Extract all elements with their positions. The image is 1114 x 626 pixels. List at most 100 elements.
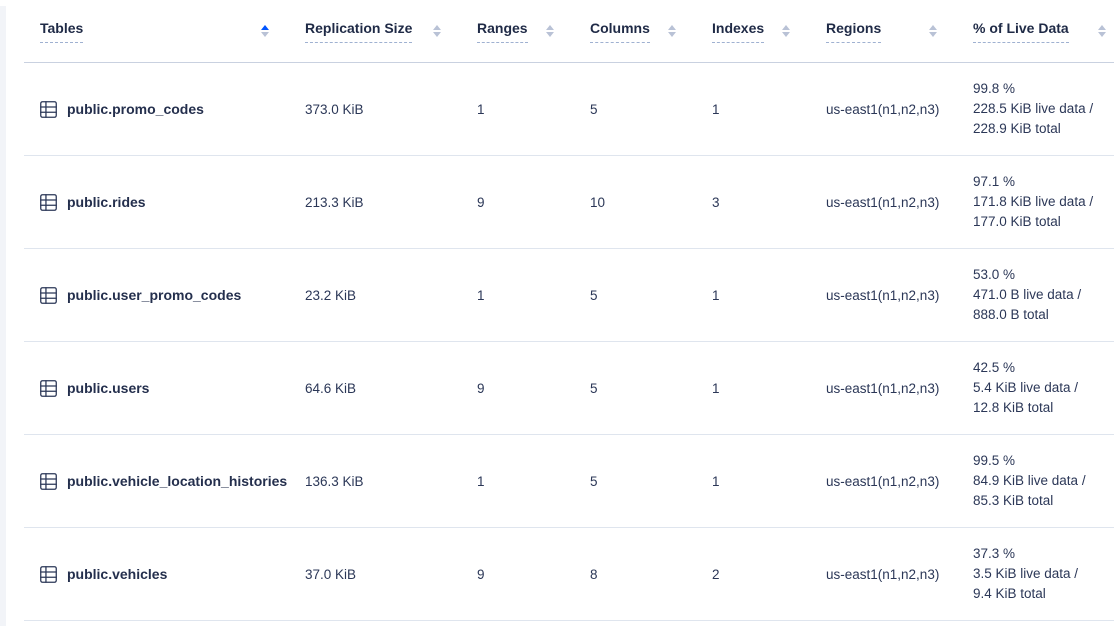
database-tables-table: Tables Replication Size Ranges [24,0,1114,621]
tables-list-card: Tables Replication Size Ranges [24,0,1114,621]
total-data-amount: 9.4 KiB total [973,586,1046,601]
col-header-regions-label: Regions [826,20,882,43]
col-header-live-data[interactable]: % of Live Data [957,0,1114,63]
col-header-indexes-label: Indexes [712,20,765,43]
replication-size-value: 373.0 KiB [289,62,461,156]
sort-icon[interactable] [782,25,790,37]
ranges-value: 9 [461,527,574,621]
regions-value: us-east1(n1,n2,n3) [810,155,957,249]
table-icon [40,472,57,490]
table-row[interactable]: public.user_promo_codes 23.2 KiB 1 5 1 u… [24,248,1114,342]
regions-value: us-east1(n1,n2,n3) [810,434,957,528]
total-data-amount: 177.0 KiB total [973,214,1061,229]
regions-value: us-east1(n1,n2,n3) [810,527,957,621]
table-name-link[interactable]: public.vehicle_location_histories [67,473,288,489]
columns-value: 5 [574,248,696,342]
col-header-indexes[interactable]: Indexes [696,0,810,63]
table-row[interactable]: public.vehicle_location_histories 136.3 … [24,434,1114,528]
col-header-columns-label: Columns [590,20,650,43]
indexes-value: 1 [696,341,810,435]
table-row[interactable]: public.promo_codes 373.0 KiB 1 5 1 us-ea… [24,62,1114,156]
table-name-cell: public.promo_codes [24,62,289,156]
indexes-value: 2 [696,527,810,621]
live-data-cell: 42.5 % 5.4 KiB live data / 12.8 KiB tota… [957,341,1114,435]
table-name-cell: public.vehicle_location_histories [24,434,289,528]
live-percent: 37.3 % [973,546,1016,561]
col-header-regions[interactable]: Regions [810,0,957,63]
table-icon [40,193,57,211]
indexes-value: 3 [696,155,810,249]
sort-icon[interactable] [929,25,937,37]
live-percent: 42.5 % [973,360,1016,375]
table-icon [40,286,57,304]
sort-icon[interactable] [546,25,554,37]
live-percent: 97.1 % [973,174,1016,189]
sort-icon[interactable] [668,25,676,37]
columns-value: 5 [574,341,696,435]
page-left-gutter [0,6,6,626]
ranges-value: 1 [461,62,574,156]
table-name-cell: public.user_promo_codes [24,248,289,342]
ranges-value: 1 [461,434,574,528]
live-data-cell: 97.1 % 171.8 KiB live data / 177.0 KiB t… [957,155,1114,249]
ranges-value: 9 [461,341,574,435]
live-data-cell: 99.5 % 84.9 KiB live data / 85.3 KiB tot… [957,434,1114,528]
ranges-value: 1 [461,248,574,342]
col-header-replication-size-label: Replication Size [305,20,413,43]
table-name-cell: public.vehicles [24,527,289,621]
indexes-value: 1 [696,248,810,342]
live-data-amount: 3.5 KiB live data / [973,566,1079,581]
col-header-live-data-label: % of Live Data [973,20,1069,43]
table-name-link[interactable]: public.users [67,380,150,396]
replication-size-value: 23.2 KiB [289,248,461,342]
table-name-link[interactable]: public.user_promo_codes [67,287,242,303]
table-name-link[interactable]: public.rides [67,194,146,210]
live-percent: 99.5 % [973,453,1016,468]
replication-size-value: 37.0 KiB [289,527,461,621]
table-row[interactable]: public.vehicles 37.0 KiB 9 8 2 us-east1(… [24,527,1114,621]
columns-value: 8 [574,527,696,621]
columns-value: 5 [574,434,696,528]
live-data-amount: 471.0 B live data / [973,287,1082,302]
replication-size-value: 136.3 KiB [289,434,461,528]
sort-icon[interactable] [261,25,269,37]
table-icon [40,565,57,583]
live-data-cell: 53.0 % 471.0 B live data / 888.0 B total [957,248,1114,342]
columns-value: 10 [574,155,696,249]
col-header-ranges[interactable]: Ranges [461,0,574,63]
live-data-amount: 84.9 KiB live data / [973,473,1086,488]
indexes-value: 1 [696,62,810,156]
total-data-amount: 12.8 KiB total [973,400,1054,415]
live-data-cell: 37.3 % 3.5 KiB live data / 9.4 KiB total [957,527,1114,621]
regions-value: us-east1(n1,n2,n3) [810,62,957,156]
table-name-cell: public.rides [24,155,289,249]
col-header-replication-size[interactable]: Replication Size [289,0,461,63]
col-header-columns[interactable]: Columns [574,0,696,63]
sort-icon[interactable] [1098,25,1106,37]
live-data-amount: 228.5 KiB live data / [973,101,1094,116]
col-header-tables-label: Tables [40,20,84,43]
regions-value: us-east1(n1,n2,n3) [810,248,957,342]
replication-size-value: 64.6 KiB [289,341,461,435]
total-data-amount: 85.3 KiB total [973,493,1054,508]
sort-icon[interactable] [433,25,441,37]
table-row[interactable]: public.users 64.6 KiB 9 5 1 us-east1(n1,… [24,341,1114,435]
live-percent: 99.8 % [973,81,1016,96]
live-data-cell: 99.8 % 228.5 KiB live data / 228.9 KiB t… [957,62,1114,156]
table-icon [40,379,57,397]
live-data-amount: 5.4 KiB live data / [973,380,1079,395]
regions-value: us-east1(n1,n2,n3) [810,341,957,435]
table-name-link[interactable]: public.vehicles [67,566,168,582]
table-icon [40,100,57,118]
table-header-row: Tables Replication Size Ranges [24,0,1114,63]
col-header-ranges-label: Ranges [477,20,528,43]
columns-value: 5 [574,62,696,156]
table-name-cell: public.users [24,341,289,435]
table-row[interactable]: public.rides 213.3 KiB 9 10 3 us-east1(n… [24,155,1114,249]
total-data-amount: 228.9 KiB total [973,121,1061,136]
live-data-amount: 171.8 KiB live data / [973,194,1094,209]
col-header-tables[interactable]: Tables [24,0,289,63]
table-name-link[interactable]: public.promo_codes [67,101,204,117]
live-percent: 53.0 % [973,267,1016,282]
ranges-value: 9 [461,155,574,249]
